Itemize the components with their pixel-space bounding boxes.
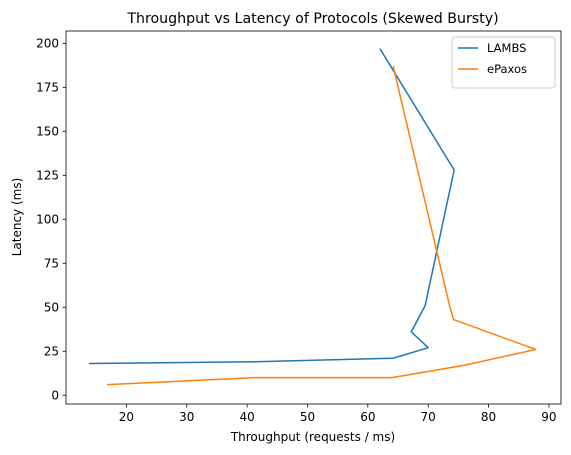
y-tick-label: 125 bbox=[36, 168, 59, 182]
y-tick-label: 175 bbox=[36, 81, 59, 95]
x-tick-label: 20 bbox=[119, 410, 134, 424]
x-tick-label: 70 bbox=[421, 410, 436, 424]
legend-label-lambs: LAMBS bbox=[487, 41, 526, 55]
x-tick-label: 80 bbox=[481, 410, 496, 424]
plot-area: 20 30 40 50 60 70 80 90 0 25 50 75 100 125 150 175 200 bbox=[36, 30, 562, 424]
y-axis-label: Latency (ms) bbox=[10, 178, 24, 257]
x-axis-ticks: 20 30 40 50 60 70 80 90 bbox=[119, 404, 557, 424]
x-axis-label: Throughput (requests / ms) bbox=[230, 430, 395, 444]
x-tick-label: 50 bbox=[300, 410, 315, 424]
series-layer bbox=[88, 48, 537, 386]
y-tick-label: 25 bbox=[44, 344, 59, 358]
plot-frame bbox=[65, 30, 562, 405]
legend-items: LAMBS ePaxos bbox=[458, 41, 527, 76]
series-line-lambs bbox=[88, 48, 455, 365]
legend-label-epaxos: ePaxos bbox=[487, 62, 527, 76]
x-tick-label: 60 bbox=[360, 410, 375, 424]
x-tick-label: 30 bbox=[179, 410, 194, 424]
y-tick-label: 200 bbox=[36, 37, 59, 51]
y-tick-label: 100 bbox=[36, 212, 59, 226]
y-tick-label: 150 bbox=[36, 124, 59, 138]
series-line-epaxos bbox=[107, 66, 537, 386]
legend-box bbox=[451, 36, 556, 89]
y-tick-label: 75 bbox=[44, 256, 59, 270]
chart-title: Throughput vs Latency of Protocols (Skew… bbox=[126, 11, 498, 27]
y-tick-label: 50 bbox=[44, 300, 59, 314]
y-axis-ticks: 0 25 50 75 100 125 150 175 200 bbox=[36, 37, 66, 402]
legend: LAMBS ePaxos bbox=[451, 36, 556, 89]
x-tick-label: 90 bbox=[541, 410, 556, 424]
y-tick-label: 0 bbox=[51, 388, 59, 402]
plot-background bbox=[66, 31, 561, 404]
x-tick-label: 40 bbox=[239, 410, 254, 424]
